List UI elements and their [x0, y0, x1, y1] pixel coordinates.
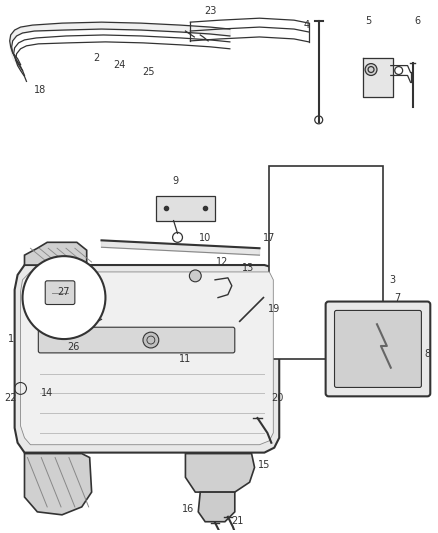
Circle shape: [306, 339, 316, 349]
Polygon shape: [363, 58, 393, 97]
Text: 11: 11: [179, 354, 191, 364]
Circle shape: [303, 220, 319, 236]
Bar: [269, 166, 383, 359]
Text: 2: 2: [93, 53, 100, 63]
Text: 27: 27: [58, 287, 70, 297]
Bar: [156, 196, 215, 221]
Text: 13: 13: [241, 263, 254, 273]
FancyBboxPatch shape: [335, 310, 421, 387]
Text: 26: 26: [68, 342, 80, 352]
Text: 18: 18: [34, 85, 46, 95]
Text: 12: 12: [216, 257, 228, 267]
FancyBboxPatch shape: [38, 327, 235, 353]
Text: 16: 16: [182, 504, 194, 514]
Text: 6: 6: [414, 16, 420, 26]
Text: 19: 19: [268, 304, 280, 314]
Text: 4: 4: [304, 20, 310, 30]
Text: 23: 23: [204, 6, 216, 17]
Polygon shape: [25, 454, 92, 515]
Circle shape: [300, 333, 321, 355]
Text: 20: 20: [271, 393, 283, 403]
Polygon shape: [198, 492, 235, 522]
Text: 3: 3: [390, 275, 396, 285]
Circle shape: [22, 256, 106, 339]
Text: 15: 15: [258, 461, 271, 471]
Circle shape: [304, 263, 318, 277]
FancyBboxPatch shape: [45, 281, 75, 304]
Text: 5: 5: [365, 16, 371, 26]
Text: 25: 25: [143, 68, 155, 77]
Polygon shape: [102, 240, 259, 255]
Text: 8: 8: [424, 349, 431, 359]
Polygon shape: [14, 265, 279, 453]
Circle shape: [143, 332, 159, 348]
Polygon shape: [25, 243, 87, 265]
Circle shape: [189, 270, 201, 282]
Text: 10: 10: [199, 233, 211, 244]
Text: 7: 7: [395, 293, 401, 303]
Polygon shape: [185, 454, 254, 492]
Circle shape: [297, 309, 325, 336]
FancyBboxPatch shape: [325, 302, 430, 397]
Text: 1: 1: [7, 334, 14, 344]
Circle shape: [293, 209, 328, 245]
Text: 21: 21: [232, 516, 244, 526]
Text: 14: 14: [41, 389, 53, 398]
Circle shape: [296, 255, 325, 285]
Circle shape: [307, 318, 315, 326]
Text: 17: 17: [263, 233, 276, 244]
Text: 24: 24: [113, 60, 125, 70]
Text: 22: 22: [4, 393, 17, 403]
Circle shape: [365, 63, 377, 76]
Text: 9: 9: [173, 176, 179, 186]
Polygon shape: [21, 272, 273, 445]
